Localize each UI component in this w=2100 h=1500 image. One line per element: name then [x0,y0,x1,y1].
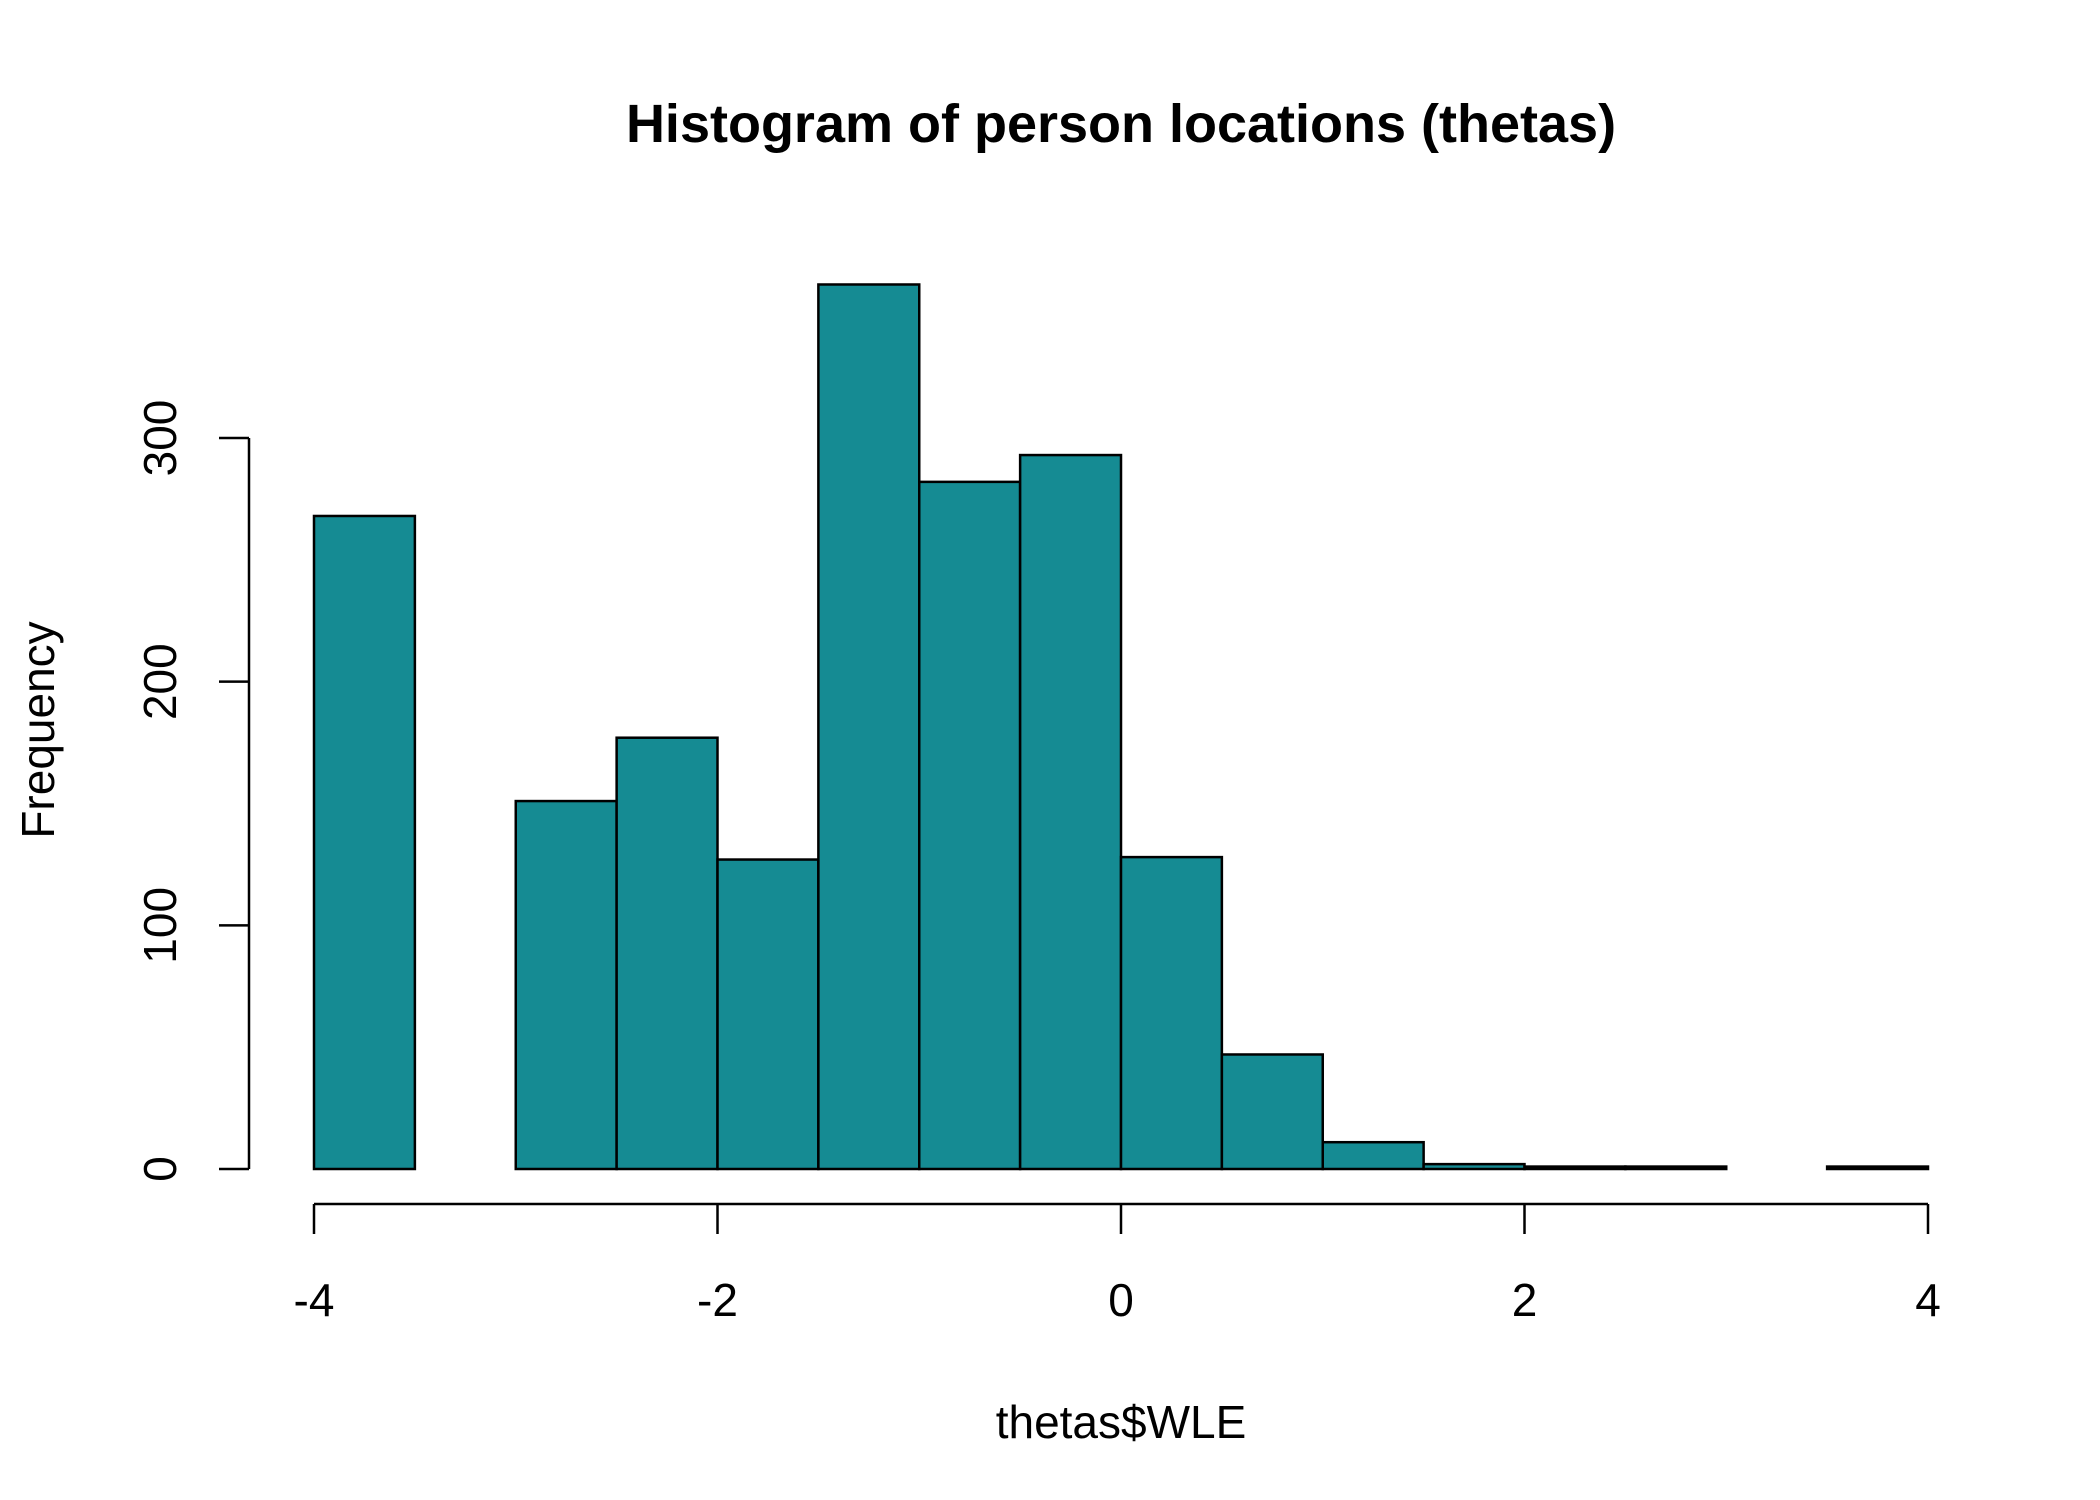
histogram-bar [312,514,417,1171]
y-axis-label: Frequency [12,621,64,838]
x-axis: -4 -2 0 2 4 [294,1202,1941,1326]
y-tick-label: 100 [134,887,186,964]
y-tick-label: 200 [134,643,186,720]
bars-group [312,283,1930,1171]
y-tick-label: 0 [134,1156,186,1182]
histogram-bar [817,283,921,1171]
x-tick-label: -2 [697,1274,738,1326]
histogram-bar [1321,1140,1425,1171]
chart-title: Histogram of person locations (thetas) [626,94,1616,154]
histogram-bar [1624,1165,1728,1171]
histogram-bar [1119,855,1224,1171]
x-tick-label: 2 [1512,1274,1538,1326]
x-tick-label: -4 [294,1274,335,1326]
histogram-bar [716,858,820,1171]
x-tick-label: 4 [1915,1274,1941,1326]
x-axis-label: thetas$WLE [996,1396,1247,1448]
histogram-bar [1523,1165,1627,1171]
histogram-bar [1018,453,1123,1171]
histogram-bar [1825,1165,1930,1171]
histogram-bar [1422,1162,1526,1171]
y-tick-label: 300 [134,400,186,477]
y-axis: 0 100 200 300 [134,400,251,1182]
histogram-bar [514,799,618,1171]
histogram-bar [918,480,1022,1171]
x-tick-label: 0 [1108,1274,1134,1326]
histogram-bar [1220,1053,1324,1171]
histogram-bar [615,736,719,1171]
